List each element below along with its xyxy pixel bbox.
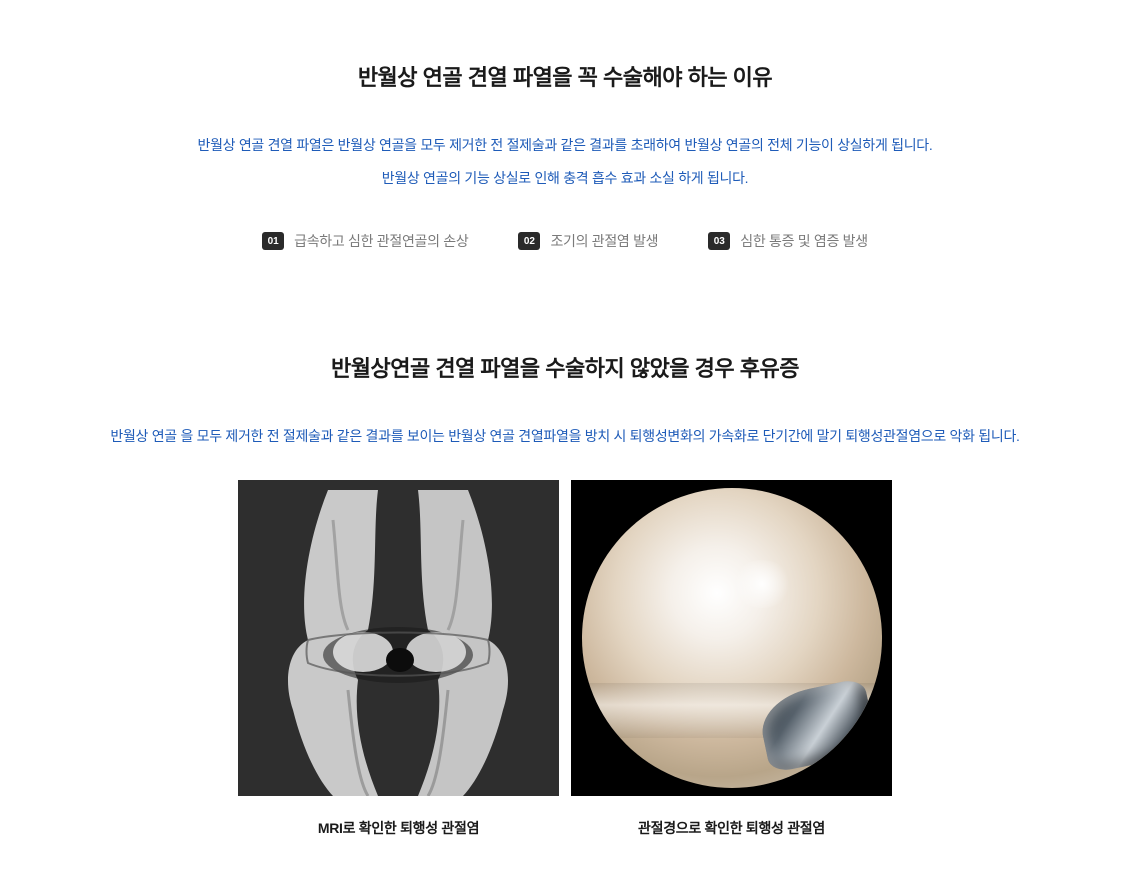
point-text-2: 조기의 관절염 발생 xyxy=(550,231,658,251)
mri-caption: MRI로 확인한 퇴행성 관절염 xyxy=(318,818,479,838)
point-badge-3: 03 xyxy=(708,232,730,250)
section-why-surgery: 반월상 연골 견열 파열을 꼭 수술해야 하는 이유 반월상 연골 견열 파열은… xyxy=(0,0,1130,291)
point-text-1: 급속하고 심한 관절연골의 손상 xyxy=(294,231,468,251)
section2-desc-line1: 반월상 연골 을 모두 제거한 전 절제술과 같은 결과를 보이는 반월상 연골… xyxy=(20,423,1110,450)
images-row: MRI로 확인한 퇴행성 관절염 관절경으로 확인한 퇴행성 관절염 xyxy=(20,480,1110,838)
section1-desc-line2: 반월상 연골의 기능 상실로 인해 충격 흡수 효과 소실 하게 됩니다. xyxy=(20,165,1110,192)
mri-knee-illustration-icon xyxy=(238,480,559,796)
section-aftereffects: 반월상연골 견열 파열을 수술하지 않았을 경우 후유증 반월상 연골 을 모두… xyxy=(0,291,1130,878)
section1-heading: 반월상 연골 견열 파열을 꼭 수술해야 하는 이유 xyxy=(20,60,1110,92)
section1-desc-line1: 반월상 연골 견열 파열은 반월상 연골을 모두 제거한 전 절제술과 같은 결… xyxy=(20,132,1110,159)
point-badge-1: 01 xyxy=(262,232,284,250)
image-col-mri: MRI로 확인한 퇴행성 관절염 xyxy=(238,480,559,838)
lesion-highlight-icon xyxy=(732,560,792,608)
arthroscopy-image xyxy=(571,480,892,796)
image-col-scope: 관절경으로 확인한 퇴행성 관절염 xyxy=(571,480,892,838)
point-badge-2: 02 xyxy=(518,232,540,250)
points-row: 01 급속하고 심한 관절연골의 손상 02 조기의 관절염 발생 03 심한 … xyxy=(20,231,1110,251)
point-item-3: 03 심한 통증 및 염증 발생 xyxy=(708,231,868,251)
point-item-1: 01 급속하고 심한 관절연골의 손상 xyxy=(262,231,468,251)
scope-caption: 관절경으로 확인한 퇴행성 관절염 xyxy=(638,818,825,838)
point-item-2: 02 조기의 관절염 발생 xyxy=(518,231,658,251)
mri-image xyxy=(238,480,559,796)
section2-heading: 반월상연골 견열 파열을 수술하지 않았을 경우 후유증 xyxy=(20,351,1110,383)
arthroscopy-view-icon xyxy=(582,488,882,788)
point-text-3: 심한 통증 및 염증 발생 xyxy=(740,231,868,251)
